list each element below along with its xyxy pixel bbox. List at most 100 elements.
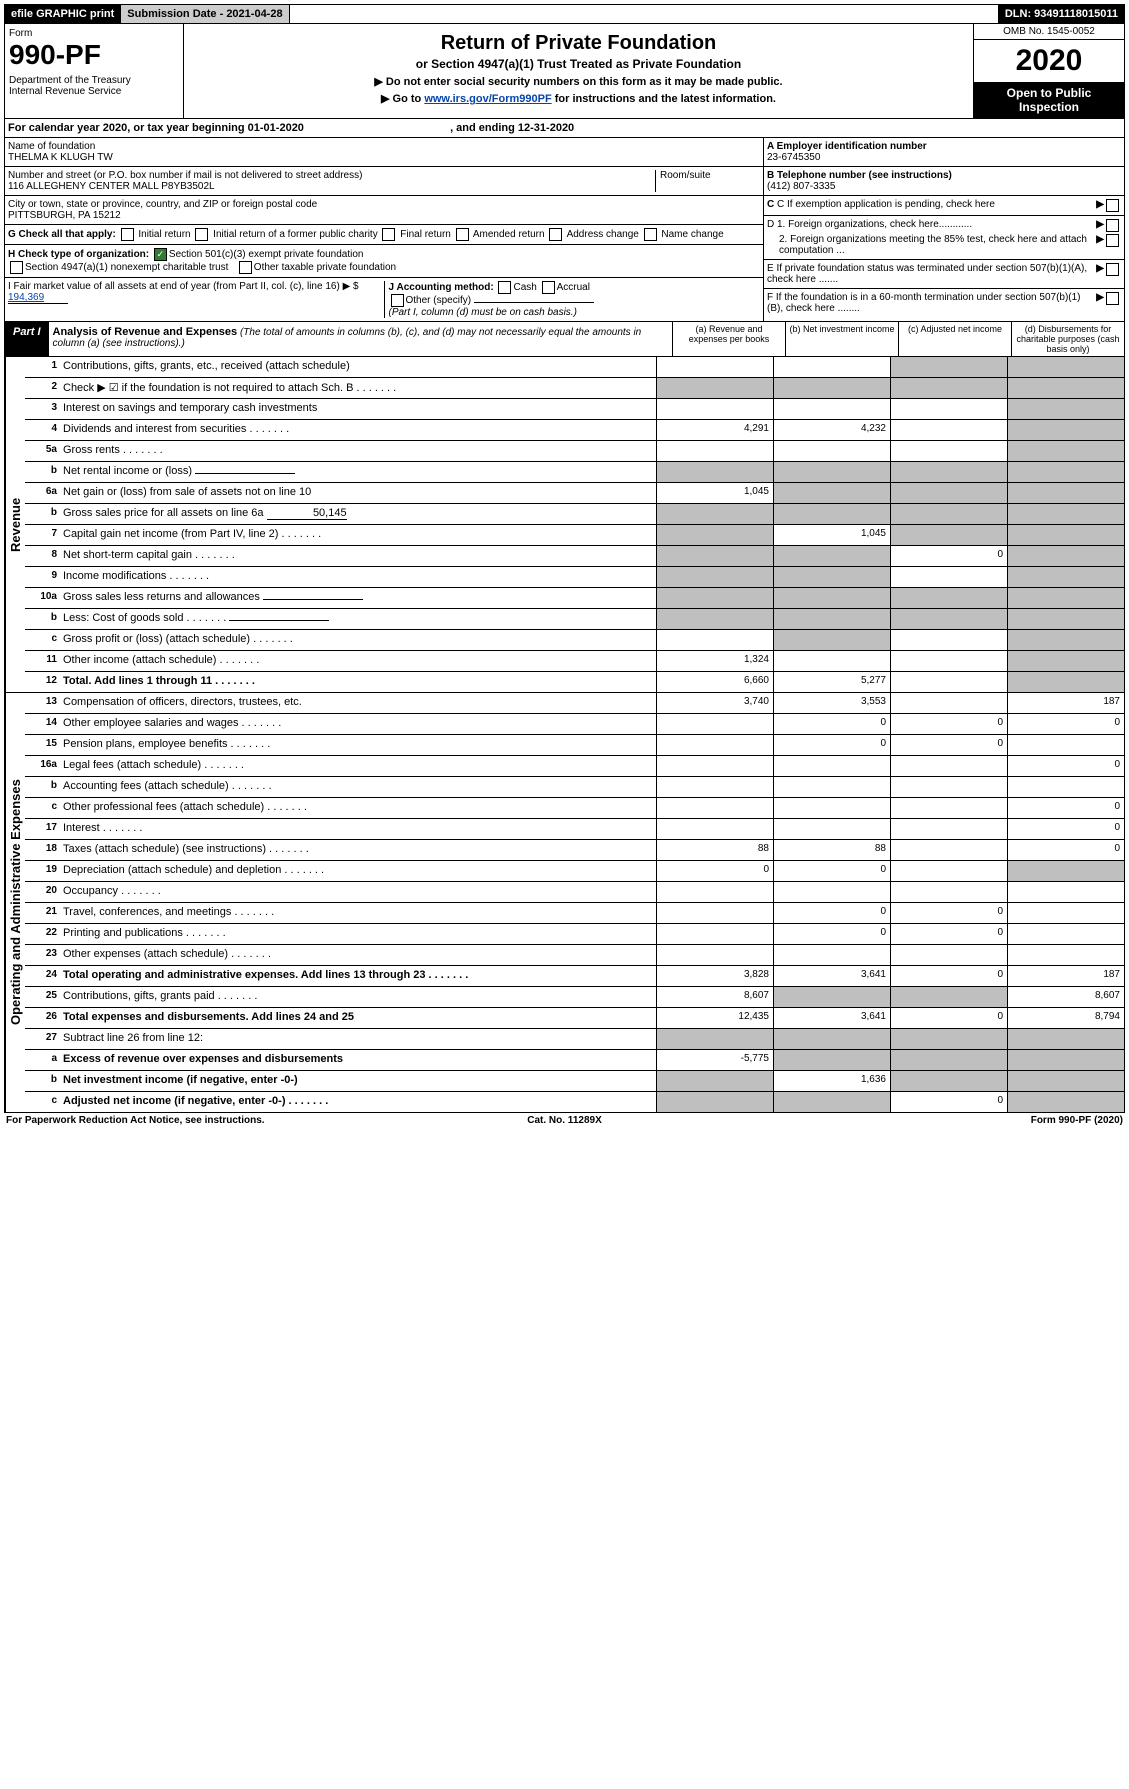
checkbox-g[interactable]: [195, 228, 208, 241]
cy-pre: For calendar year 2020, or tax year begi…: [8, 122, 248, 134]
table-row: 12Total. Add lines 1 through 11 . . . . …: [25, 672, 1124, 692]
table-row: bNet investment income (if negative, ent…: [25, 1071, 1124, 1092]
telephone: B Telephone number (see instructions) (4…: [764, 167, 1124, 196]
ij-row: I Fair market value of all assets at end…: [5, 278, 763, 321]
checkbox-g[interactable]: [382, 228, 395, 241]
table-row: bAccounting fees (attach schedule) . . .…: [25, 777, 1124, 798]
revenue-label: Revenue: [5, 357, 25, 692]
table-row: cGross profit or (loss) (attach schedule…: [25, 630, 1124, 651]
d2-text: 2. Foreign organizations meeting the 85%…: [767, 234, 1096, 256]
table-row: aExcess of revenue over expenses and dis…: [25, 1050, 1124, 1071]
city-label: City or town, state or province, country…: [8, 199, 760, 210]
col-d: (d) Disbursements for charitable purpose…: [1011, 322, 1124, 356]
instr2-post: for instructions and the latest informat…: [552, 93, 776, 105]
table-row: 5aGross rents . . . . . . .: [25, 441, 1124, 462]
checkbox-4947[interactable]: [10, 261, 23, 274]
form-title: Return of Private Foundation: [190, 32, 967, 55]
table-row: 26Total expenses and disbursements. Add …: [25, 1008, 1124, 1029]
checkbox-other[interactable]: [391, 294, 404, 307]
table-row: 27Subtract line 26 from line 12:: [25, 1029, 1124, 1050]
j-note: (Part I, column (d) must be on cash basi…: [389, 307, 577, 318]
addr-value: 116 ALLEGHENY CENTER MALL P8YB3502L: [8, 181, 655, 192]
instr-1: ▶ Do not enter social security numbers o…: [190, 75, 967, 88]
table-row: 16aLegal fees (attach schedule) . . . . …: [25, 756, 1124, 777]
table-row: 4Dividends and interest from securities …: [25, 420, 1124, 441]
dept: Department of the Treasury Internal Reve…: [9, 75, 179, 97]
checkbox-f[interactable]: [1106, 292, 1119, 305]
table-row: 8Net short-term capital gain . . . . . .…: [25, 546, 1124, 567]
h-opt3: Other taxable private foundation: [254, 262, 396, 273]
expense-table: Operating and Administrative Expenses 13…: [4, 693, 1125, 1113]
checkbox-g[interactable]: [456, 228, 469, 241]
checkbox-g[interactable]: [549, 228, 562, 241]
city-value: PITTSBURGH, PA 15212: [8, 210, 760, 221]
checkbox-g[interactable]: [121, 228, 134, 241]
g-label: G Check all that apply:: [8, 229, 116, 240]
cy-end: 12-31-2020: [518, 122, 574, 134]
form-subtitle: or Section 4947(a)(1) Trust Treated as P…: [190, 57, 967, 71]
table-row: 17Interest . . . . . . .0: [25, 819, 1124, 840]
checkbox-accrual[interactable]: [542, 281, 555, 294]
address-row: Number and street (or P.O. box number if…: [5, 167, 763, 196]
spacer: [290, 5, 999, 23]
table-row: 11Other income (attach schedule) . . . .…: [25, 651, 1124, 672]
tel-label: B Telephone number (see instructions): [767, 170, 952, 181]
col-a: (a) Revenue and expenses per books: [672, 322, 785, 356]
i-value[interactable]: 194,369: [8, 292, 68, 304]
cy-begin: 01-01-2020: [248, 122, 304, 134]
j-label: J Accounting method:: [389, 282, 494, 293]
footer: For Paperwork Reduction Act Notice, see …: [4, 1113, 1125, 1128]
efile-label: efile GRAPHIC print: [5, 5, 121, 23]
table-row: 14Other employee salaries and wages . . …: [25, 714, 1124, 735]
form-number: 990-PF: [9, 39, 179, 71]
h-label: H Check type of organization:: [8, 249, 149, 260]
expense-label: Operating and Administrative Expenses: [5, 693, 25, 1112]
table-row: 7Capital gain net income (from Part IV, …: [25, 525, 1124, 546]
table-row: 22Printing and publications . . . . . . …: [25, 924, 1124, 945]
checkbox-g[interactable]: [644, 228, 657, 241]
form-word: Form: [9, 28, 179, 39]
table-row: 13Compensation of officers, directors, t…: [25, 693, 1124, 714]
j-cash: Cash: [513, 282, 536, 293]
d1-text: D 1. Foreign organizations, check here..…: [767, 219, 1096, 232]
checkbox-cash[interactable]: [498, 281, 511, 294]
h-check: H Check type of organization: Section 50…: [5, 245, 763, 278]
checkbox-d1[interactable]: [1106, 219, 1119, 232]
name-value: THELMA K KLUGH TW: [8, 152, 760, 163]
info-block: Name of foundation THELMA K KLUGH TW Num…: [4, 138, 1125, 322]
e-text: E If private foundation status was termi…: [767, 263, 1096, 285]
tel-value: (412) 807-3335: [767, 181, 835, 192]
ein-value: 23-6745350: [767, 152, 820, 163]
cy-mid: , and ending: [450, 122, 518, 134]
footer-right: Form 990-PF (2020): [751, 1115, 1123, 1126]
table-row: 3Interest on savings and temporary cash …: [25, 399, 1124, 420]
omb: OMB No. 1545-0052: [974, 24, 1124, 40]
top-bar: efile GRAPHIC print Submission Date - 20…: [4, 4, 1125, 24]
name-label: Name of foundation: [8, 141, 760, 152]
checkbox-c[interactable]: [1106, 199, 1119, 212]
i-label: I Fair market value of all assets at end…: [8, 281, 359, 292]
table-row: bLess: Cost of goods sold . . . . . . .: [25, 609, 1124, 630]
irs-link[interactable]: www.irs.gov/Form990PF: [424, 93, 551, 105]
city-row: City or town, state or province, country…: [5, 196, 763, 225]
checkbox-d2[interactable]: [1106, 234, 1119, 247]
table-row: 23Other expenses (attach schedule) . . .…: [25, 945, 1124, 966]
col-b: (b) Net investment income: [785, 322, 898, 356]
table-row: bNet rental income or (loss): [25, 462, 1124, 483]
g-check: G Check all that apply: Initial return I…: [5, 225, 763, 245]
table-row: 20Occupancy . . . . . . .: [25, 882, 1124, 903]
revenue-table: Revenue 1Contributions, gifts, grants, e…: [4, 357, 1125, 693]
ein: A Employer identification number 23-6745…: [764, 138, 1124, 167]
checkbox-other-tax[interactable]: [239, 261, 252, 274]
col-c: (c) Adjusted net income: [898, 322, 1011, 356]
checkbox-501c3[interactable]: [154, 248, 167, 261]
checkbox-e[interactable]: [1106, 263, 1119, 276]
table-row: 18Taxes (attach schedule) (see instructi…: [25, 840, 1124, 861]
part1-title: Analysis of Revenue and Expenses: [53, 326, 238, 338]
tax-year: 2020: [974, 40, 1124, 82]
table-row: 25Contributions, gifts, grants paid . . …: [25, 987, 1124, 1008]
footer-left: For Paperwork Reduction Act Notice, see …: [6, 1115, 378, 1126]
h-opt1: Section 501(c)(3) exempt private foundat…: [169, 249, 364, 260]
instr-2: ▶ Go to www.irs.gov/Form990PF for instru…: [190, 92, 967, 105]
footer-center: Cat. No. 11289X: [378, 1115, 750, 1126]
